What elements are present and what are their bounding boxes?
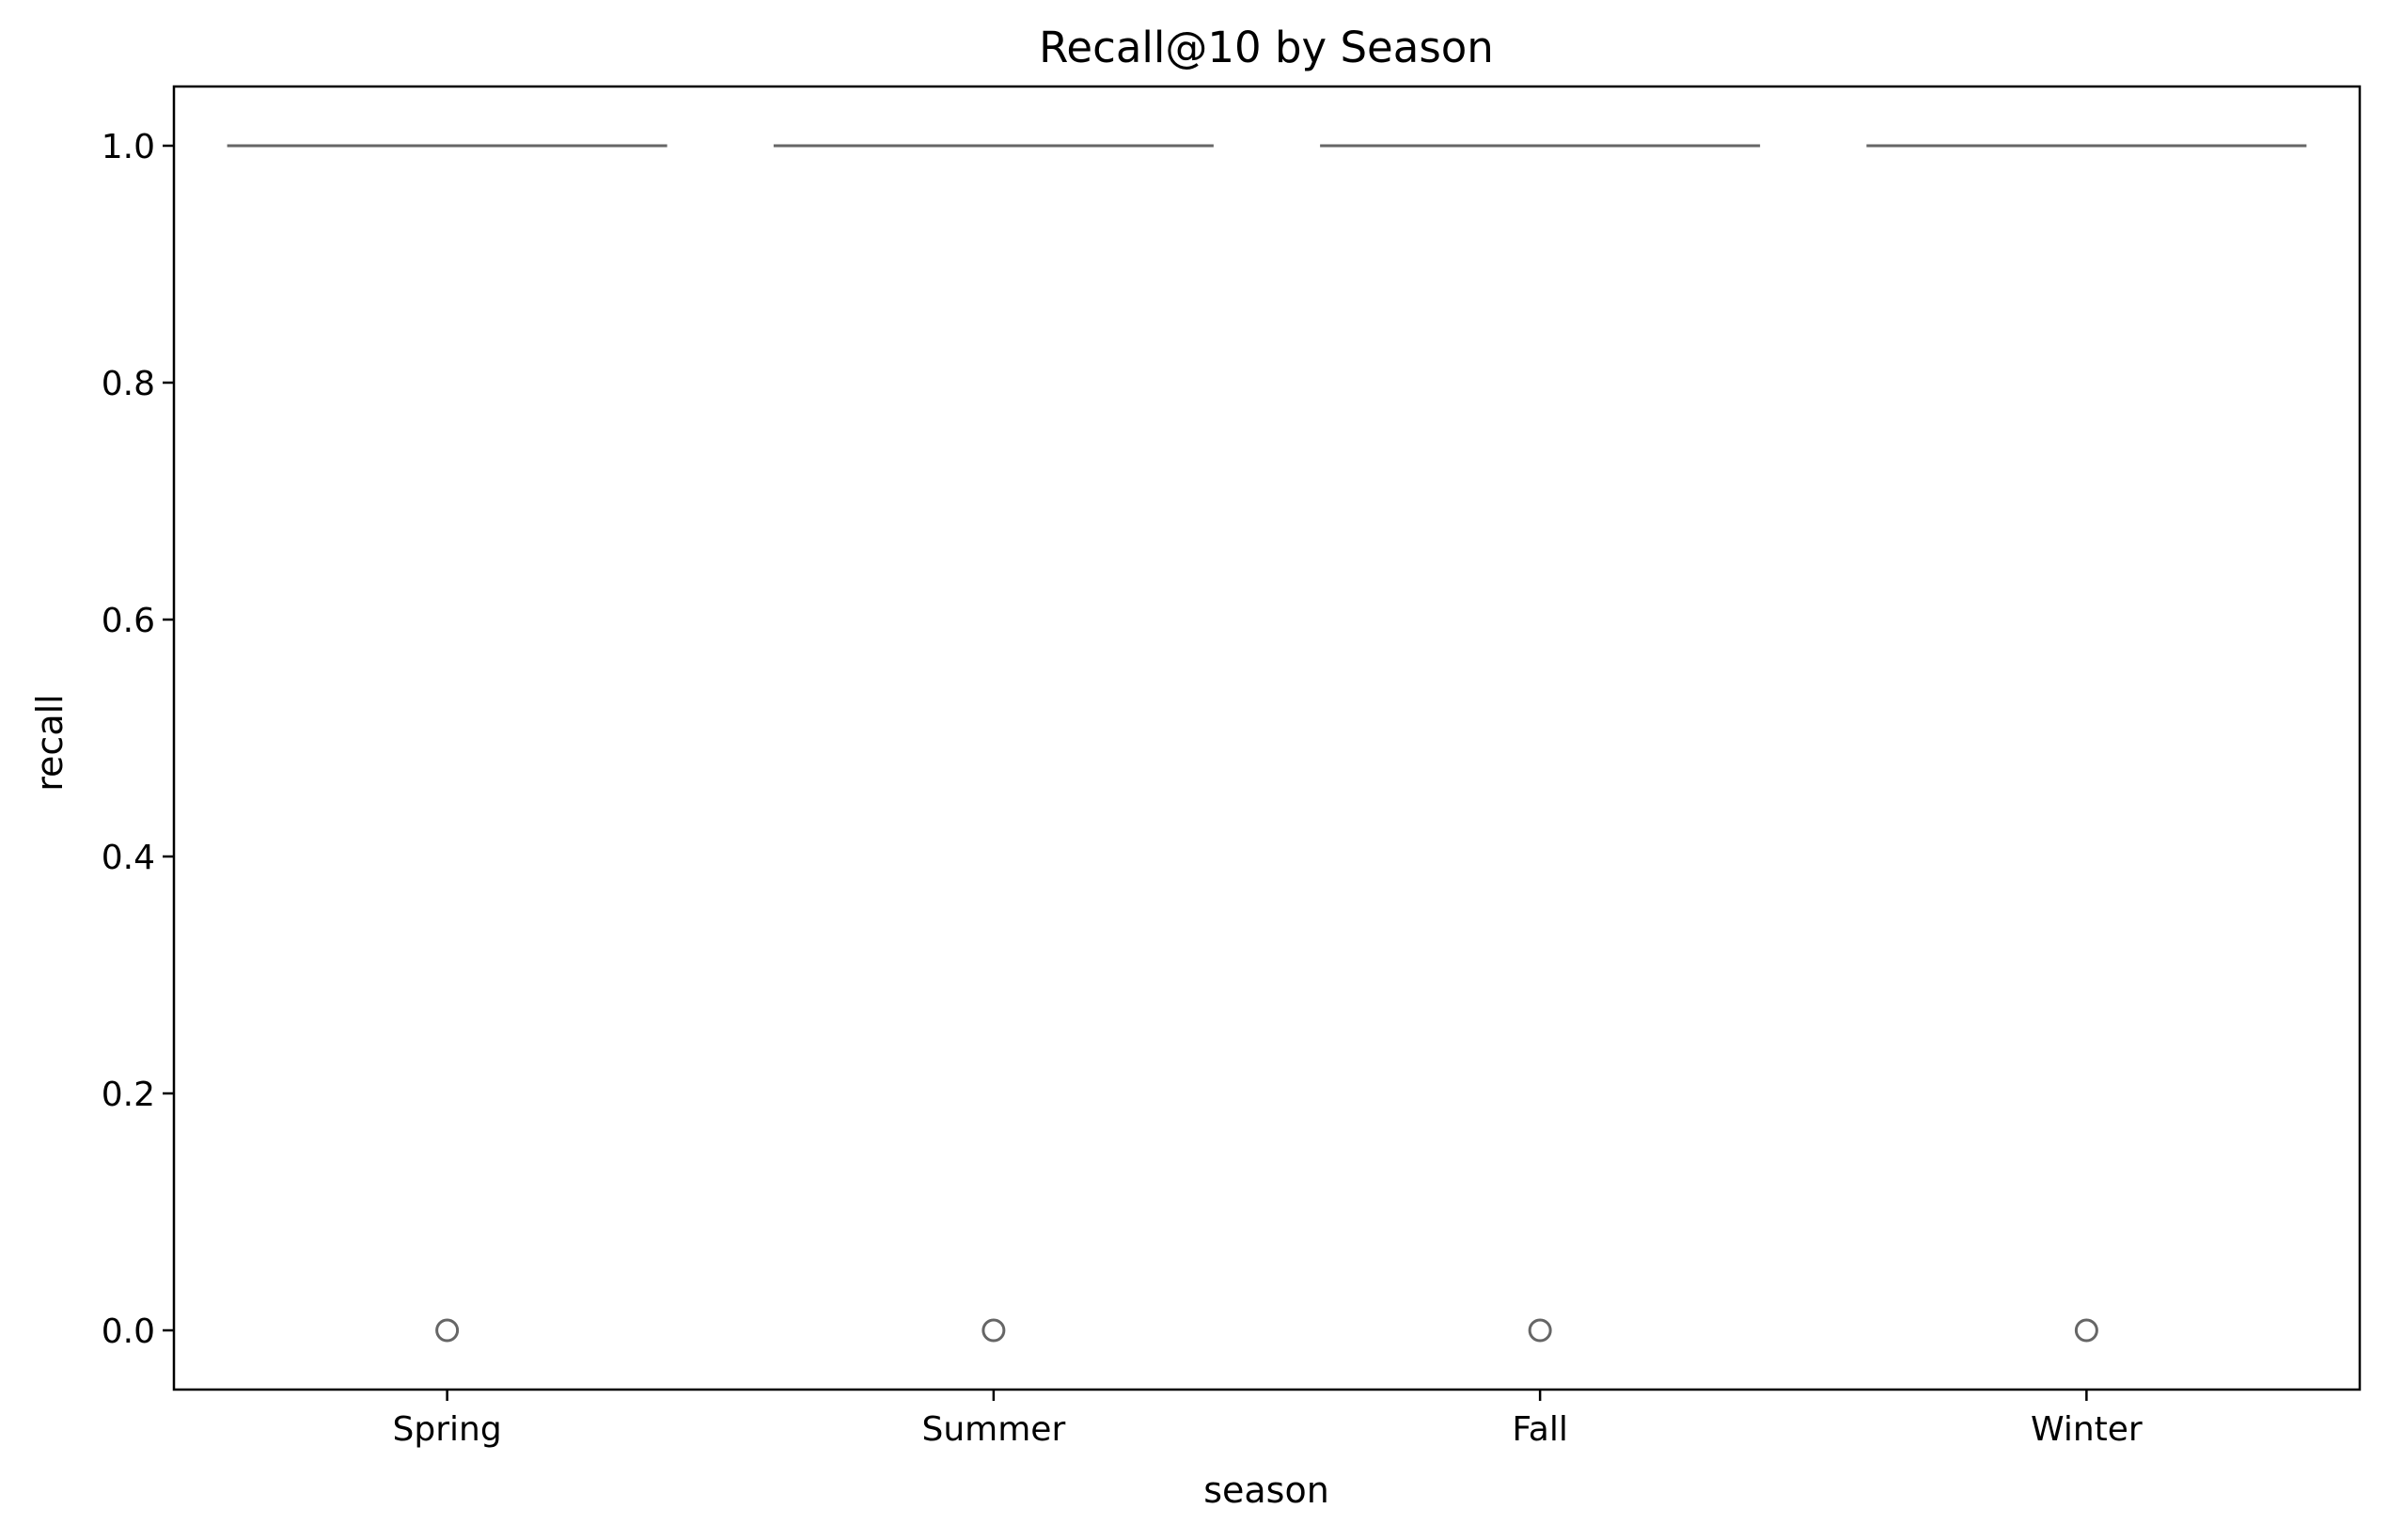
box-winter bbox=[1866, 144, 2307, 1343]
x-tick-label: Spring bbox=[393, 1410, 502, 1449]
box-fall bbox=[1320, 144, 1761, 1343]
y-axis-label: recall bbox=[29, 694, 71, 791]
x-tick-label: Fall bbox=[1512, 1410, 1567, 1449]
x-axis-label: season bbox=[1203, 1469, 1329, 1511]
outlier-point bbox=[1528, 1318, 1552, 1343]
box-summer bbox=[773, 144, 1214, 1343]
y-tick-label: 1.0 bbox=[102, 128, 155, 166]
x-tick-label: Winter bbox=[2031, 1410, 2143, 1449]
y-tick-label: 0.2 bbox=[102, 1076, 155, 1114]
outlier-point bbox=[2074, 1318, 2098, 1343]
plot-frame bbox=[172, 85, 2362, 1391]
y-tick-label: 0.6 bbox=[102, 602, 155, 640]
y-tick-label: 0.4 bbox=[102, 839, 155, 877]
box-spring bbox=[227, 144, 667, 1343]
y-tick-label: 0.0 bbox=[102, 1312, 155, 1351]
y-axis: 0.0 0.2 0.4 0.6 0.8 1.0 bbox=[102, 128, 174, 1351]
y-tick-label: 0.8 bbox=[102, 365, 155, 403]
plot-area bbox=[227, 144, 2307, 1343]
x-tick-label: Summer bbox=[921, 1410, 1065, 1449]
x-axis: Spring Summer Fall Winter bbox=[393, 1390, 2143, 1449]
outlier-point bbox=[435, 1318, 460, 1343]
chart-title: Recall@10 by Season bbox=[1039, 23, 1494, 72]
outlier-point bbox=[981, 1318, 1006, 1343]
